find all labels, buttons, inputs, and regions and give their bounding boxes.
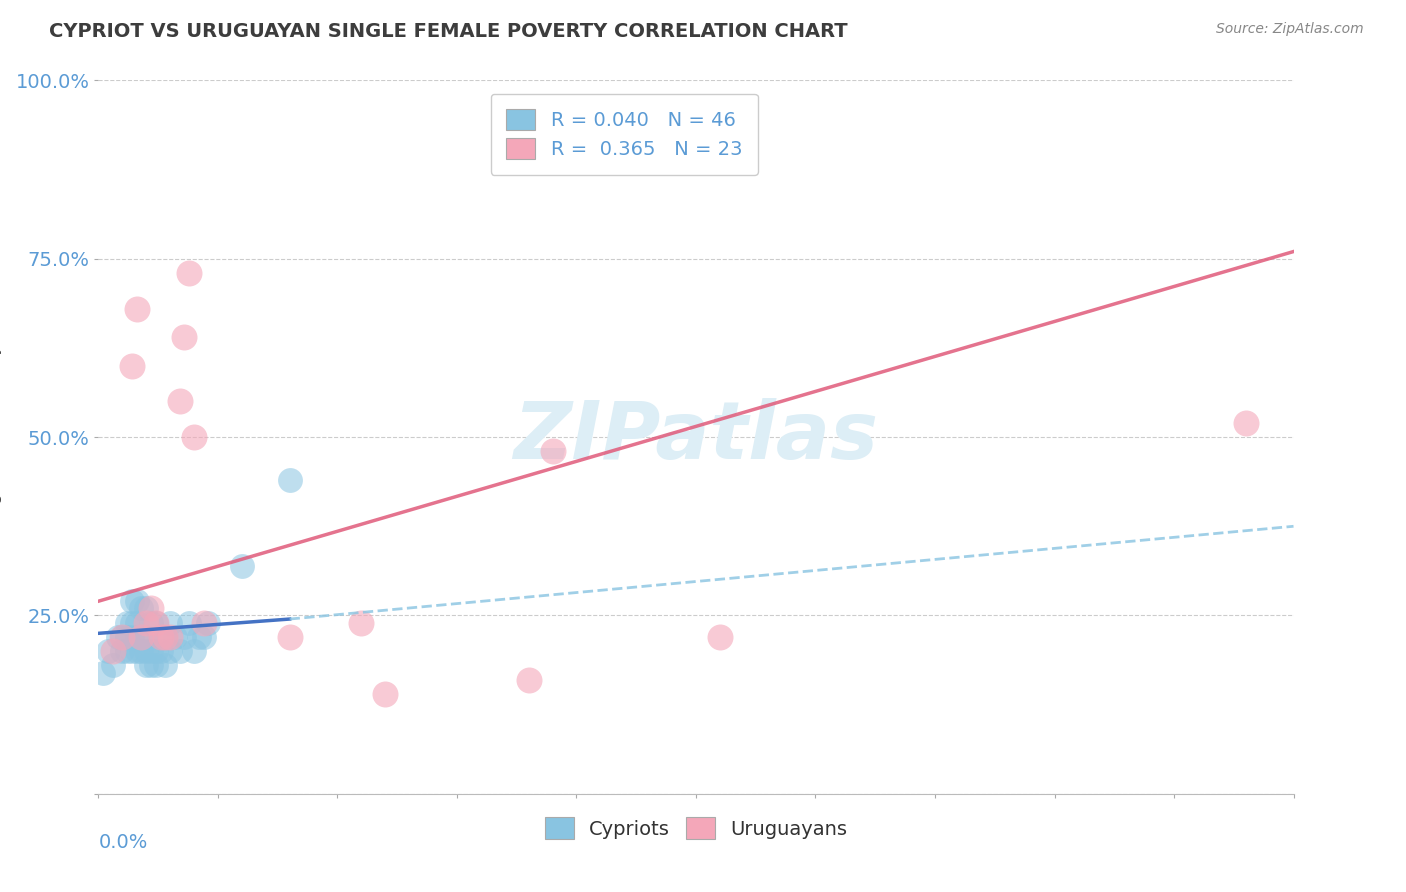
Point — [139, 658, 162, 673]
Point — [155, 658, 177, 673]
Point — [131, 630, 153, 644]
Point — [149, 630, 172, 644]
Text: Source: ZipAtlas.com: Source: ZipAtlas.com — [1216, 22, 1364, 37]
Point — [121, 630, 143, 644]
Point — [131, 630, 153, 644]
Point — [517, 673, 540, 687]
Legend: Cypriots, Uruguayans: Cypriots, Uruguayans — [534, 808, 858, 848]
Point — [1234, 416, 1257, 430]
Point — [121, 594, 143, 608]
Point — [145, 615, 167, 630]
Point — [183, 430, 205, 444]
Point — [135, 601, 157, 615]
Point — [183, 644, 205, 658]
Point — [125, 594, 148, 608]
Point — [159, 644, 181, 658]
Point — [97, 644, 120, 658]
Point — [179, 266, 201, 280]
Point — [101, 644, 124, 658]
Point — [111, 630, 134, 644]
Point — [115, 630, 138, 644]
Point — [125, 644, 148, 658]
Point — [115, 644, 138, 658]
Point — [173, 630, 195, 644]
Point — [155, 630, 177, 644]
Point — [135, 630, 157, 644]
Point — [139, 644, 162, 658]
Point — [193, 630, 215, 644]
Point — [145, 658, 167, 673]
Point — [187, 630, 209, 644]
Point — [159, 630, 181, 644]
Point — [149, 630, 172, 644]
Point — [125, 615, 148, 630]
Point — [125, 301, 148, 316]
Point — [278, 473, 301, 487]
Point — [163, 630, 186, 644]
Point — [135, 615, 157, 630]
Point — [541, 444, 564, 458]
Point — [374, 687, 396, 701]
Text: CYPRIOT VS URUGUAYAN SINGLE FEMALE POVERTY CORRELATION CHART: CYPRIOT VS URUGUAYAN SINGLE FEMALE POVER… — [49, 22, 848, 41]
Point — [278, 630, 301, 644]
Point — [173, 330, 195, 344]
Point — [111, 644, 134, 658]
Point — [111, 630, 134, 644]
Text: 0.0%: 0.0% — [98, 833, 148, 852]
Point — [179, 615, 201, 630]
Point — [121, 644, 143, 658]
Point — [145, 644, 167, 658]
Point — [139, 601, 162, 615]
Point — [131, 601, 153, 615]
Point — [121, 359, 143, 373]
Point — [193, 615, 215, 630]
Point — [115, 615, 138, 630]
Y-axis label: Single Female Poverty: Single Female Poverty — [0, 345, 1, 529]
Point — [139, 615, 162, 630]
Point — [159, 615, 181, 630]
Point — [107, 630, 129, 644]
Point — [149, 644, 172, 658]
Point — [197, 615, 219, 630]
Point — [125, 630, 148, 644]
Point — [135, 644, 157, 658]
Point — [169, 394, 191, 409]
Point — [350, 615, 373, 630]
Point — [121, 615, 143, 630]
Point — [131, 644, 153, 658]
Point — [101, 658, 124, 673]
Point — [91, 665, 114, 680]
Point — [169, 644, 191, 658]
Text: ZIPatlas: ZIPatlas — [513, 398, 879, 476]
Point — [709, 630, 731, 644]
Point — [231, 558, 253, 573]
Point — [155, 630, 177, 644]
Point — [145, 615, 167, 630]
Point — [135, 658, 157, 673]
